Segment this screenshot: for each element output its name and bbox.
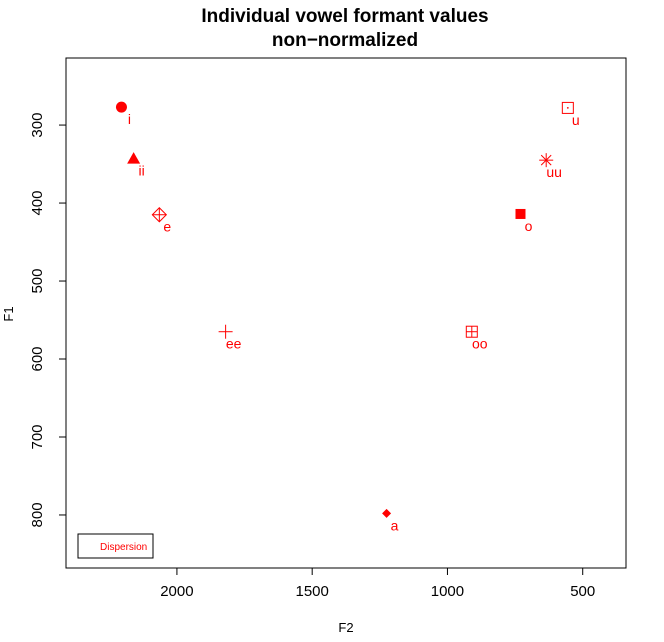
x-tick-label: 500: [570, 583, 595, 600]
y-axis-label: F1: [1, 306, 16, 321]
point-label-o: o: [525, 218, 533, 234]
point-marker: [127, 152, 141, 164]
point-marker: [382, 508, 392, 518]
x-tick-label: 2000: [160, 583, 193, 600]
y-tick-label: 400: [29, 191, 46, 216]
data-point-uu: uu: [539, 153, 562, 180]
y-tick-label: 600: [29, 346, 46, 371]
x-axis-label: F2: [338, 620, 353, 635]
point-marker: [561, 101, 574, 114]
data-point-a: a: [382, 508, 399, 533]
chart-title: Individual vowel formant values: [201, 6, 488, 27]
point-label-u: u: [572, 112, 580, 128]
x-tick-label: 1500: [295, 583, 328, 600]
y-tick-label: 300: [29, 113, 46, 138]
point-label-uu: uu: [546, 164, 562, 180]
legend: Dispersion: [77, 533, 154, 559]
y-tick-label: 800: [29, 502, 46, 527]
point-marker: [115, 101, 127, 113]
point-marker: [540, 154, 552, 166]
y-tick-label: 700: [29, 424, 46, 449]
point-marker-detail: [566, 107, 569, 109]
point-label-i: i: [128, 111, 131, 127]
y-axis: 300 400 500 600 700 800: [29, 113, 67, 527]
data-point-o: o: [515, 208, 533, 234]
data-point-ee: ee: [218, 324, 242, 352]
data-point-ii: ii: [127, 152, 145, 179]
y-tick-label: 500: [29, 269, 46, 294]
data-point-oo: oo: [465, 325, 488, 352]
legend-box: [77, 533, 154, 559]
chart-subtitle: non−normalized: [272, 30, 418, 51]
point-label-e: e: [163, 219, 171, 235]
point-label-oo: oo: [472, 336, 488, 352]
data-point-e: e: [151, 207, 171, 235]
point-label-ii: ii: [139, 163, 145, 179]
data-point-u: u: [561, 101, 580, 128]
point-label-ee: ee: [226, 336, 242, 352]
plot-frame: [65, 57, 627, 569]
x-tick-label: 1000: [431, 583, 464, 600]
x-axis: 2000 1500 1000 500: [160, 567, 595, 600]
point-marker: [515, 208, 526, 219]
legend-entry-dispersion: Dispersion: [100, 542, 147, 553]
data-point-i: i: [115, 101, 131, 127]
point-label-a: a: [391, 517, 399, 533]
